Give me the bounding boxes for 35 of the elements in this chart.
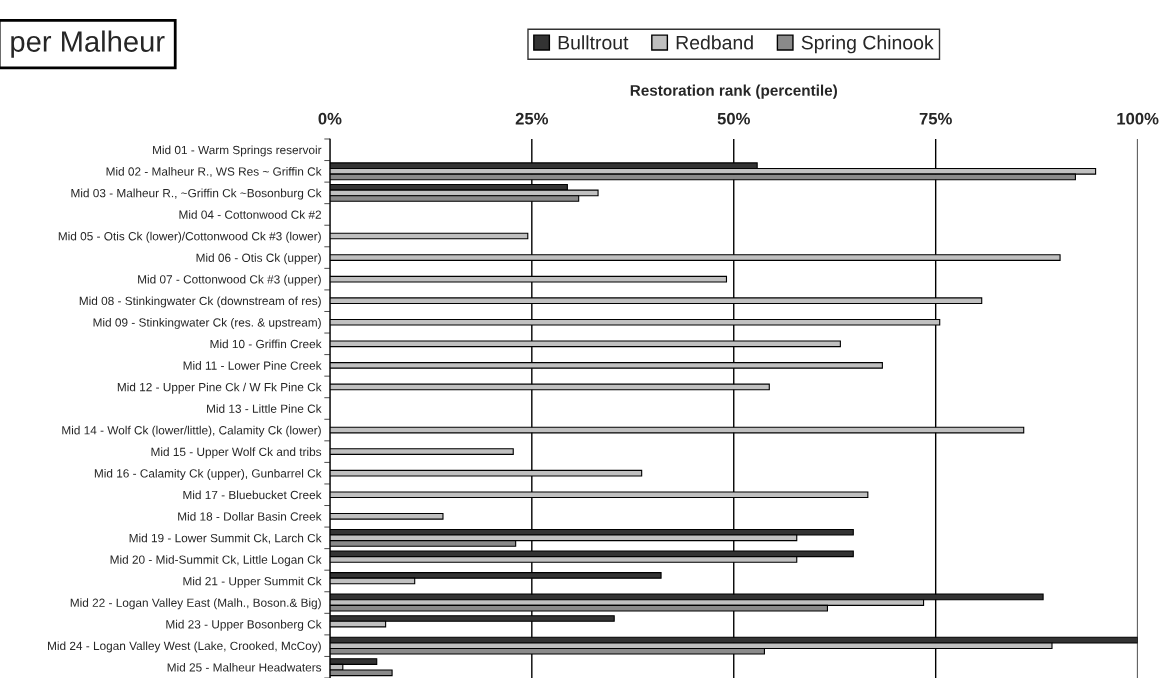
y-tick-label: Mid 10 - Griffin Creek bbox=[210, 339, 322, 349]
y-tick-label: Mid 01 - Warm Springs reservoir bbox=[153, 145, 322, 157]
x-tick-label: 0% bbox=[318, 112, 342, 125]
y-tick-label: Mid 03 - Malheur R., ~Griffin Ck ~Bosonburg Ck bbox=[71, 188, 322, 200]
y-tick-label: Mid 06 - Otis Ck (upper) bbox=[196, 253, 321, 265]
y-tick-label: Mid 09 - Stinkingwater Ck (res. & upstream) bbox=[93, 317, 321, 329]
x-axis-title: Restoration rank (percentile) bbox=[630, 84, 837, 99]
y-tick-label: Mid 24 - Logan Valley West (Lake, Crooked, McCoy) bbox=[48, 641, 321, 653]
y-tick-label: Mid 15 - Upper Wolf Ck and tribs bbox=[151, 447, 322, 459]
y-tick-label: Mid 08 - Stinkingwater Ck (downstream of res) bbox=[79, 296, 321, 308]
legend-label: Spring Chinook bbox=[801, 35, 934, 54]
y-tick-label: Mid 12 - Upper Pine Ck / W Fk Pine Ck bbox=[117, 382, 322, 394]
y-tick-label: Mid 23 - Upper Bosonberg Ck bbox=[166, 619, 322, 631]
y-tick-label: Mid 18 - Dollar Basin Creek bbox=[178, 512, 322, 521]
y-tick-label: Mid 22 - Logan Valley East (Malh., Boson.& Big) bbox=[70, 598, 321, 610]
x-tick-label: 50% bbox=[717, 112, 750, 125]
x-tick-label: 100% bbox=[1117, 112, 1159, 125]
y-tick-label: Mid 04 - Cottonwood Ck #2 bbox=[179, 210, 321, 219]
y-tick-label: Mid 19 - Lower Summit Ck, Larch Ck bbox=[129, 533, 322, 544]
x-tick-label: 75% bbox=[919, 112, 952, 125]
y-tick-label: Mid 07 - Cottonwood Ck #3 (upper) bbox=[138, 274, 321, 286]
y-tick-label: Mid 21 - Upper Summit Ck bbox=[183, 576, 322, 588]
legend-label: Bulltrout bbox=[558, 35, 629, 50]
y-tick-label: Mid 16 - Calamity Ck (upper), Gunbarrel Ck bbox=[94, 468, 322, 480]
y-tick-label: Mid 05 - Otis Ck (lower)/Cottonwood Ck #3 (lower) bbox=[58, 231, 321, 243]
y-tick-label: Mid 11 - Lower Pine Creek bbox=[183, 361, 322, 370]
y-tick-label: Mid 13 - Little Pine Ck bbox=[207, 404, 322, 413]
y-tick-label: Mid 02 - Malheur R., WS Res ~ Griffin Ck bbox=[106, 167, 322, 178]
legend-label: Redband bbox=[676, 35, 753, 50]
y-tick-label: Mid 14 - Wolf Ck (lower/little), Calamity Ck (lower) bbox=[62, 425, 321, 437]
text: per Malheur bbox=[11, 30, 165, 58]
y-tick-label: Mid 17 - Bluebucket Creek bbox=[183, 490, 322, 500]
y-tick-label: Mid 20 - Mid-Summit Ck, Little Logan Ck bbox=[110, 555, 322, 567]
x-tick-label: 25% bbox=[515, 112, 549, 125]
y-tick-label: Mid 25 - Malheur Headwaters bbox=[167, 662, 322, 672]
